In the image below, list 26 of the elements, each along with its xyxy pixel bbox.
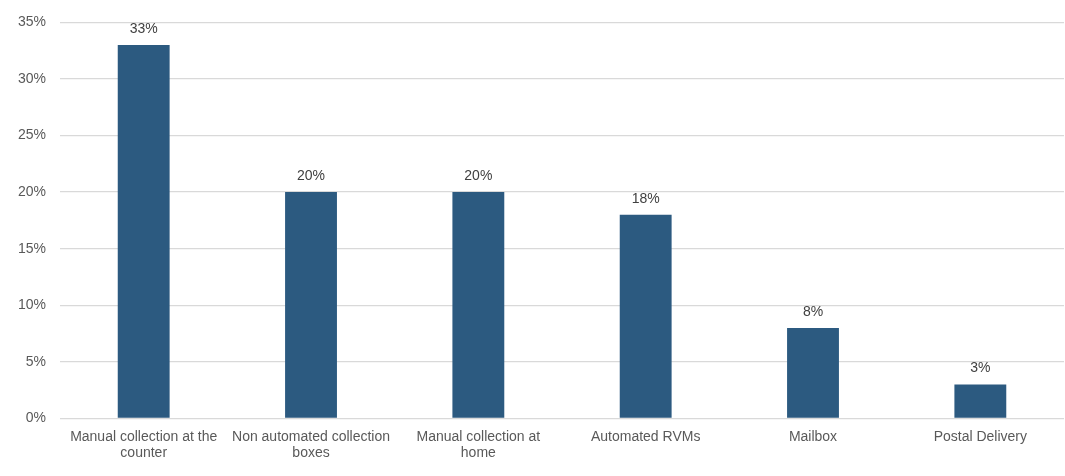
data-label: 8%: [802, 302, 824, 319]
bar: [452, 192, 505, 418]
x-tick-label: Automated RVMs: [590, 427, 701, 444]
bar: [787, 327, 839, 418]
data-label: 33%: [129, 19, 158, 36]
bar: [117, 45, 170, 418]
y-tick-label: 25%: [17, 126, 47, 143]
data-label: 3%: [970, 359, 991, 376]
data-label: 20%: [297, 166, 326, 183]
data-label: 18%: [631, 189, 660, 206]
bar: [285, 192, 337, 418]
y-tick-label: 5%: [25, 352, 47, 369]
y-tick-label: 30%: [17, 69, 47, 86]
data-label: 20%: [464, 166, 493, 183]
bar: [954, 384, 1007, 418]
y-tick-label: 0%: [25, 409, 47, 426]
x-tick-label: Mailbox: [788, 427, 838, 444]
x-tick-label: Manual collection at the counter: [70, 427, 218, 461]
y-tick-label: 20%: [17, 182, 47, 199]
bar: [619, 214, 672, 418]
y-tick-label: 10%: [17, 296, 47, 313]
x-tick-label: Postal Delivery: [933, 427, 1028, 444]
x-tick-label: Non automated collection boxes: [232, 427, 391, 461]
y-tick-label: 15%: [17, 239, 47, 256]
y-tick-label: 35%: [17, 13, 47, 30]
x-tick-label: Manual collection at home: [416, 427, 541, 461]
